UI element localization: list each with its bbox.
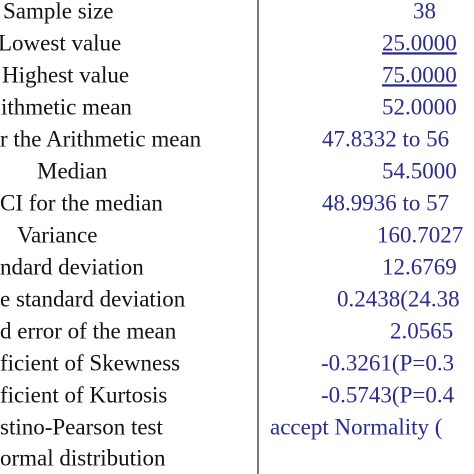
row-value: accept Normality ( (270, 414, 442, 439)
row-label: ithmetic mean (1, 94, 132, 119)
row-label: Variance (17, 222, 97, 247)
row-value: 160.7027 (377, 222, 463, 247)
row-value: -0.5743(P=0.4 (321, 382, 455, 407)
row-value: 48.9936 to 57 (322, 190, 449, 215)
row-value: 47.8332 to 56 (322, 126, 449, 151)
row-label: stino-Pearson test (0, 414, 164, 439)
row-label: r the Arithmetic mean (0, 126, 202, 151)
row-label: Median (37, 158, 108, 183)
row-label: ndard deviation (0, 254, 144, 279)
row-value: 12.6769 (382, 254, 457, 279)
row-label: Lowest value (0, 30, 121, 55)
row-label: ficient of Skewness (0, 350, 180, 375)
row-label: e standard deviation (0, 286, 186, 311)
row-value: 0.2438(24.38 (337, 286, 460, 311)
row-label: ormal distribution (0, 445, 166, 470)
row-label: d error of the mean (0, 318, 177, 343)
row-label: ficient of Kurtosis (0, 382, 167, 407)
row-value: 52.0000 (382, 94, 457, 119)
row-value: 38 (413, 0, 436, 23)
row-label: Highest value (2, 62, 129, 87)
row-value: 54.5000 (382, 158, 457, 183)
value-link[interactable]: 25.0000 (382, 30, 457, 55)
value-link[interactable]: 75.0000 (382, 62, 457, 87)
row-label: Sample size (3, 0, 114, 23)
row-label: CI for the median (0, 190, 163, 215)
row-value: -0.3261(P=0.3 (321, 350, 454, 375)
row-value: 2.0565 (390, 318, 453, 343)
